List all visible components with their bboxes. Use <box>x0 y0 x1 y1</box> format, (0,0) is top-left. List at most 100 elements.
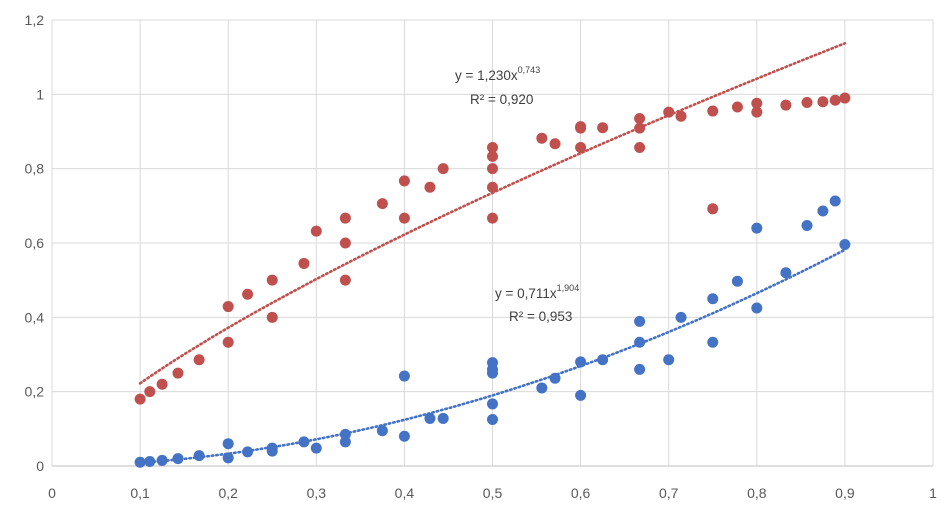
blue-equation-prefix: y = 0,711x <box>495 286 557 301</box>
blue-data-point <box>634 337 645 348</box>
blue-data-point <box>707 337 718 348</box>
blue-data-point <box>751 223 762 234</box>
red-data-point <box>157 379 168 390</box>
red-data-point <box>267 312 278 323</box>
x-tick-label: 0,9 <box>835 485 855 501</box>
blue-equation-exponent: 1,904 <box>557 283 580 293</box>
red-data-point <box>487 213 498 224</box>
x-tick-label: 0,5 <box>483 485 503 501</box>
blue-data-point <box>575 390 586 401</box>
blue-data-point <box>399 371 410 382</box>
blue-data-point <box>550 373 561 384</box>
blue-data-point <box>536 382 547 393</box>
red-data-point <box>487 142 498 153</box>
blue-data-point <box>377 425 388 436</box>
blue-data-point <box>172 453 183 464</box>
red-data-point <box>597 122 608 133</box>
red-data-point <box>311 226 322 237</box>
red-r-squared: R² = 0,920 <box>470 92 533 107</box>
red-data-point <box>135 394 146 405</box>
blue-data-point <box>707 293 718 304</box>
red-data-point <box>634 123 645 134</box>
red-data-point <box>634 142 645 153</box>
blue-data-point <box>830 196 841 207</box>
red-data-point <box>663 107 674 118</box>
red-data-point <box>487 163 498 174</box>
red-data-point <box>340 275 351 286</box>
blue-data-point <box>135 457 146 468</box>
blue-data-point <box>311 443 322 454</box>
blue-data-point <box>634 364 645 375</box>
blue-data-point <box>634 316 645 327</box>
red-data-point <box>194 354 205 365</box>
red-data-point <box>550 138 561 149</box>
y-tick-label: 0,4 <box>25 309 45 325</box>
blue-data-point <box>267 443 278 454</box>
red-data-point <box>340 213 351 224</box>
red-data-point <box>298 258 309 269</box>
y-tick-label: 0,2 <box>25 384 45 400</box>
red-data-point <box>839 93 850 104</box>
red-data-point <box>732 101 743 112</box>
blue-data-point <box>597 354 608 365</box>
blue-data-point <box>340 429 351 440</box>
red-data-point <box>377 198 388 209</box>
blue-data-point <box>663 354 674 365</box>
red-data-point <box>172 368 183 379</box>
blue-data-point <box>751 303 762 314</box>
red-data-point <box>634 113 645 124</box>
blue-data-point <box>487 398 498 409</box>
blue-data-point <box>839 239 850 250</box>
x-tick-label: 0,8 <box>747 485 767 501</box>
red-data-point <box>424 182 435 193</box>
blue-data-point <box>223 452 234 463</box>
blue-data-point <box>487 414 498 425</box>
x-tick-label: 0,7 <box>659 485 679 501</box>
red-data-point <box>676 111 687 122</box>
red-data-point <box>340 238 351 249</box>
y-tick-label: 1,2 <box>25 12 45 28</box>
red-data-point <box>536 133 547 144</box>
blue-data-point <box>575 356 586 367</box>
x-tick-label: 0 <box>48 485 56 501</box>
blue-data-point <box>817 206 828 217</box>
red-data-point <box>575 142 586 153</box>
red-data-point <box>830 95 841 106</box>
x-tick-label: 1 <box>929 485 937 501</box>
blue-data-point <box>298 436 309 447</box>
blue-data-point <box>399 431 410 442</box>
blue-data-point <box>144 456 155 467</box>
x-tick-label: 0,4 <box>395 485 415 501</box>
red-data-point <box>223 301 234 312</box>
red-data-point <box>707 106 718 117</box>
y-tick-label: 1 <box>36 86 44 102</box>
blue-data-point <box>157 455 168 466</box>
scatter-chart: 0 0,1 0,2 0,3 0,4 0,5 0,6 0,7 0,8 0,9 1 00,20,40,6… <box>0 0 949 522</box>
blue-data-point <box>223 438 234 449</box>
x-tick-label: 0,6 <box>571 485 591 501</box>
red-equation-prefix: y = 1,230x <box>455 68 518 83</box>
y-tick-label: 0,8 <box>25 161 45 177</box>
red-data-point <box>438 163 449 174</box>
red-equation-exponent: 0,743 <box>518 65 541 75</box>
red-data-point <box>242 289 253 300</box>
y-tick-label: 0,6 <box>25 235 45 251</box>
blue-data-point <box>732 276 743 287</box>
red-data-point <box>144 386 155 397</box>
blue-data-point <box>802 220 813 231</box>
red-data-point <box>802 97 813 108</box>
red-data-point <box>487 182 498 193</box>
red-data-point <box>707 203 718 214</box>
red-data-point <box>399 175 410 186</box>
blue-data-point <box>676 312 687 323</box>
blue-data-point <box>487 357 498 368</box>
red-data-point <box>399 213 410 224</box>
y-tick-label: 0 <box>36 458 44 474</box>
blue-data-point <box>242 446 253 457</box>
red-data-point <box>780 100 791 111</box>
x-tick-label: 0,1 <box>130 485 150 501</box>
red-data-point <box>817 96 828 107</box>
blue-data-point <box>424 413 435 424</box>
blue-r-squared: R² = 0,953 <box>509 309 572 324</box>
blue-data-point <box>194 450 205 461</box>
